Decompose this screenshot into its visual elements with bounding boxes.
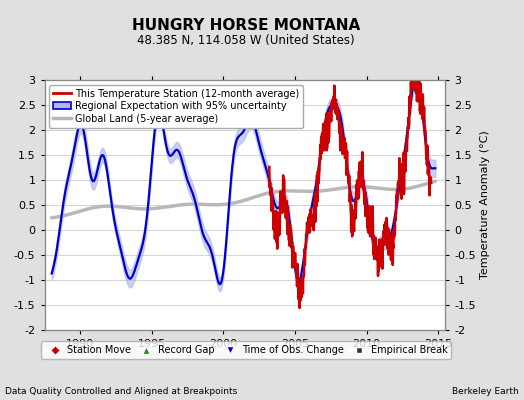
Text: 48.385 N, 114.058 W (United States): 48.385 N, 114.058 W (United States) bbox=[137, 34, 355, 47]
Text: HUNGRY HORSE MONTANA: HUNGRY HORSE MONTANA bbox=[132, 18, 361, 33]
Legend: Station Move, Record Gap, Time of Obs. Change, Empirical Break: Station Move, Record Gap, Time of Obs. C… bbox=[41, 341, 451, 359]
Legend: This Temperature Station (12-month average), Regional Expectation with 95% uncer: This Temperature Station (12-month avera… bbox=[49, 85, 303, 128]
Text: Berkeley Earth: Berkeley Earth bbox=[452, 387, 519, 396]
Y-axis label: Temperature Anomaly (°C): Temperature Anomaly (°C) bbox=[480, 131, 490, 279]
Text: Data Quality Controlled and Aligned at Breakpoints: Data Quality Controlled and Aligned at B… bbox=[5, 387, 237, 396]
